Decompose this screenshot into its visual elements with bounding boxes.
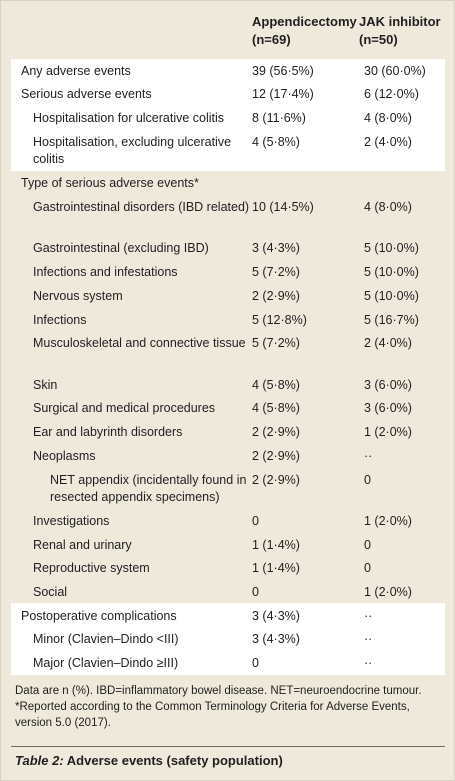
row-label: Reproductive system — [33, 561, 150, 575]
row-label: Minor (Clavien–Dindo <III) — [33, 632, 179, 646]
row-label: Musculoskeletal and connective tissue — [33, 336, 246, 350]
row-label: Postoperative complications — [21, 609, 177, 623]
appendicectomy-value: 2 (2·9%) — [252, 289, 300, 303]
appendicectomy-value: 0 — [252, 514, 259, 528]
appendicectomy-value: 5 (7·2%) — [252, 336, 300, 350]
appendicectomy-value: 39 (56·5%) — [252, 64, 314, 78]
appendicectomy-value: 4 (5·8%) — [252, 135, 300, 149]
jak-value: 0 — [364, 561, 371, 575]
jak-value: 1 (2·0%) — [364, 585, 412, 599]
row-label: Nervous system — [33, 289, 123, 303]
jak-value: 6 (12·0%) — [364, 87, 419, 101]
appendicectomy-value: 0 — [252, 656, 259, 670]
row-label: Neoplasms — [33, 449, 96, 463]
row-label: NET appendix (incidentally found in rese… — [50, 473, 247, 504]
appendicectomy-value: 10 (14·5%) — [252, 200, 314, 214]
row-label: Major (Clavien–Dindo ≥III) — [33, 656, 179, 670]
jak-value: 0 — [364, 473, 371, 487]
jak-value: 1 (2·0%) — [364, 425, 412, 439]
divider — [11, 746, 445, 747]
appendicectomy-value: 12 (17·4%) — [252, 87, 314, 101]
caption-label: Table 2: — [15, 753, 64, 768]
row-label: Investigations — [33, 514, 110, 528]
jak-value: 5 (10·0%) — [364, 241, 419, 255]
row-label: Hospitalisation, excluding ulcerative co… — [33, 135, 232, 166]
appendicectomy-value: 5 (7·2%) — [252, 265, 300, 279]
jak-value: 1 (2·0%) — [364, 514, 412, 528]
appendicectomy-value: 3 (4·3%) — [252, 632, 300, 646]
column-header-jak-inhibitor: JAK inhibitor (n=50) — [359, 13, 454, 49]
jak-value: 2 (4·0%) — [364, 336, 412, 350]
appendicectomy-value: 8 (11·6%) — [252, 111, 306, 125]
row-band — [11, 59, 445, 83]
column-count: (n=50) — [359, 32, 398, 47]
jak-value: 0 — [364, 538, 371, 552]
caption-text: Adverse events (safety population) — [66, 753, 283, 768]
appendicectomy-value: 4 (5·8%) — [252, 378, 300, 392]
jak-value: 5 (10·0%) — [364, 289, 419, 303]
jak-value: ·· — [364, 656, 373, 670]
appendicectomy-value: 3 (4·3%) — [252, 609, 300, 623]
column-count: (n=69) — [252, 32, 291, 47]
table-caption: Table 2: Adverse events (safety populati… — [15, 752, 283, 770]
row-label: Renal and urinary — [33, 538, 132, 552]
row-label: Ear and labyrinth disorders — [33, 425, 183, 439]
appendicectomy-value: 1 (1·4%) — [252, 538, 300, 552]
jak-value: 5 (16·7%) — [364, 313, 419, 327]
appendicectomy-value: 0 — [252, 585, 259, 599]
row-label: Skin — [33, 378, 58, 392]
row-label: Any adverse events — [21, 64, 131, 78]
appendicectomy-value: 5 (12·8%) — [252, 313, 307, 327]
jak-value: 3 (6·0%) — [364, 401, 412, 415]
row-label: Serious adverse events — [21, 87, 152, 101]
appendicectomy-value: 2 (2·9%) — [252, 425, 300, 439]
row-label: Social — [33, 585, 68, 599]
jak-value: 3 (6·0%) — [364, 378, 412, 392]
column-title: Appendicectomy — [252, 14, 357, 29]
row-label: Infections and infestations — [33, 265, 178, 279]
jak-value: 2 (4·0%) — [364, 135, 412, 149]
jak-value: 5 (10·0%) — [364, 265, 419, 279]
footnotes: Data are n (%). IBD=inflammatory bowel d… — [15, 683, 435, 731]
appendicectomy-value: 1 (1·4%) — [252, 561, 300, 575]
jak-value: ·· — [364, 632, 373, 646]
jak-value: ·· — [364, 609, 373, 623]
row-label: Hospitalisation for ulcerative colitis — [33, 111, 225, 125]
jak-value: 4 (8·0%) — [364, 111, 412, 125]
appendicectomy-value: 2 (2·9%) — [252, 449, 300, 463]
column-title: JAK inhibitor — [359, 14, 441, 29]
row-label: Infections — [33, 313, 87, 327]
row-label: Surgical and medical procedures — [33, 401, 216, 415]
jak-value: 30 (60·0%) — [364, 64, 426, 78]
appendicectomy-value: 2 (2·9%) — [252, 473, 300, 487]
row-label: Gastrointestinal (excluding IBD) — [33, 241, 209, 255]
row-band — [11, 603, 445, 675]
appendicectomy-value: 3 (4·3%) — [252, 241, 300, 255]
column-header-appendicectomy: Appendicectomy (n=69) — [252, 13, 362, 49]
row-band — [11, 83, 445, 171]
footnote-abbreviations: Data are n (%). IBD=inflammatory bowel d… — [15, 685, 422, 697]
jak-value: ·· — [364, 449, 373, 463]
row-label: Type of serious adverse events* — [21, 176, 199, 190]
row-label: Gastrointestinal disorders (IBD related) — [33, 200, 250, 214]
jak-value: 4 (8·0%) — [364, 200, 412, 214]
footnote-ctcae: *Reported according to the Common Termin… — [15, 701, 410, 729]
appendicectomy-value: 4 (5·8%) — [252, 401, 300, 415]
